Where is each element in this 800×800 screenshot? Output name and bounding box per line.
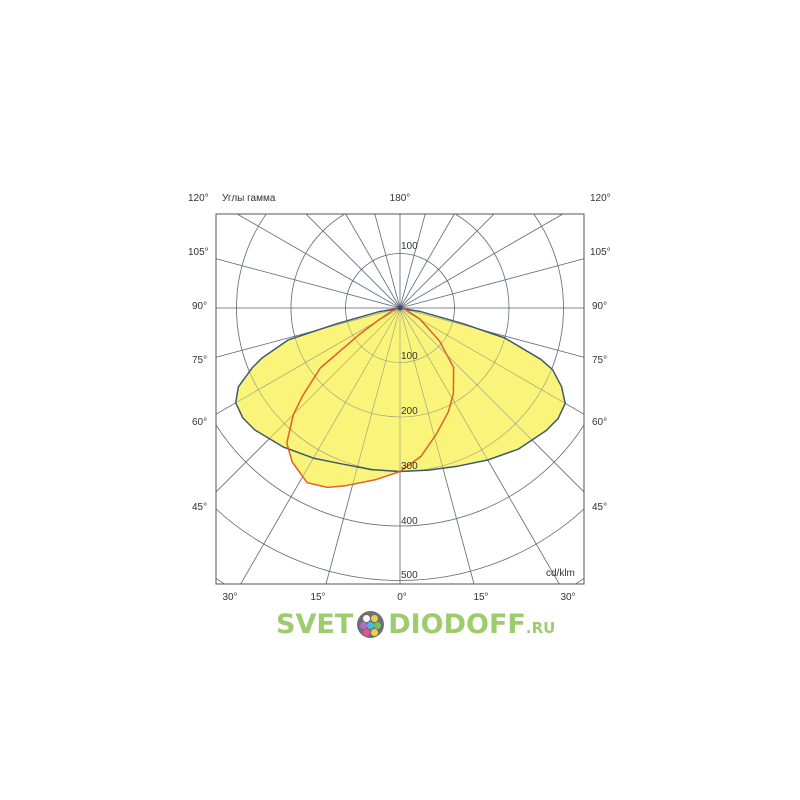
curves (216, 214, 584, 584)
grid-spoke-overlay-315 (216, 307, 401, 493)
grid-spoke-overlay-300 (216, 307, 401, 415)
angle-label-right-75: 75° (592, 355, 608, 366)
angle-label-bottom-30-right: 30° (560, 592, 576, 603)
grid-spoke-overlay-150 (399, 214, 455, 309)
angle-label-left-60: 60° (192, 417, 208, 428)
grid-spoke-overlay-210 (345, 214, 401, 309)
radial-label-100: 100 (401, 351, 418, 362)
angle-label-left-105: 105° (188, 247, 209, 258)
radial-label-400: 400 (401, 516, 418, 527)
grid-ring-overlay-400 (216, 424, 584, 527)
radial-label-200: 200 (401, 406, 418, 417)
angle-label-right-120: 120° (590, 193, 611, 204)
angle-label-bottom-0: 0° (397, 592, 407, 603)
grid-spoke-overlay-15 (399, 307, 475, 584)
angle-label-left-120: 120° (188, 193, 209, 204)
grid-spoke-overlay-165 (399, 214, 426, 309)
angle-label-left-90: 90° (192, 301, 208, 312)
plot-frame (215, 213, 585, 585)
grid-spoke-overlay-120 (399, 214, 563, 309)
angle-label-bottom-30-left: 30° (222, 592, 238, 603)
logo-text-right: DIODOFF (388, 608, 526, 640)
angle-label-bottom-15-right: 15° (473, 592, 489, 603)
radial-label-upper-100: 100 (401, 241, 418, 252)
grid-spoke-overlay-30 (399, 307, 560, 584)
grid-ring-overlay-200 (290, 214, 510, 418)
grid-ring-overlay-500 (216, 508, 584, 581)
grid-spoke-overlay-195 (374, 214, 401, 309)
angle-label-left-45: 45° (192, 502, 208, 513)
grid-spoke-overlay-45 (399, 307, 584, 493)
radial-label-300: 300 (401, 461, 418, 472)
angle-label-right-60: 60° (592, 417, 608, 428)
center-point (397, 305, 403, 311)
angle-label-left-75: 75° (192, 355, 208, 366)
grid-spoke-overlay-330 (240, 307, 401, 584)
grid-spoke-overlay-105 (399, 258, 584, 309)
grid-spoke-overlay-135 (399, 214, 495, 309)
logo-dots-icon (357, 610, 385, 638)
grid-spoke-overlay-345 (325, 307, 401, 584)
grid-spoke-overlay-225 (305, 214, 401, 309)
grid-spoke-overlay-60 (399, 307, 584, 415)
grid-spoke-overlay-240 (237, 214, 401, 309)
grid-ring-overlay-100 (345, 253, 455, 363)
angle-label-top-180: 180° (389, 193, 411, 204)
angle-label-bottom-15-left: 15° (310, 592, 326, 603)
radial-label-500: 500 (401, 570, 418, 581)
logo-text-left: SVET (276, 608, 354, 640)
angle-label-right-45: 45° (592, 502, 608, 513)
svetodiodoff-logo: SVET DIODOFF .RU (276, 608, 556, 640)
grid-spoke-overlay-255 (216, 258, 401, 309)
grid-spoke-overlay-75 (399, 307, 584, 358)
angle-label-right-90: 90° (592, 301, 608, 312)
unit-label: cd/klm (546, 568, 575, 579)
curve-line-C90-C270 (286, 307, 455, 489)
logo-suffix: .RU (525, 619, 556, 637)
gamma-label: Углы гамма (222, 193, 276, 204)
angle-label-right-105: 105° (590, 247, 611, 258)
